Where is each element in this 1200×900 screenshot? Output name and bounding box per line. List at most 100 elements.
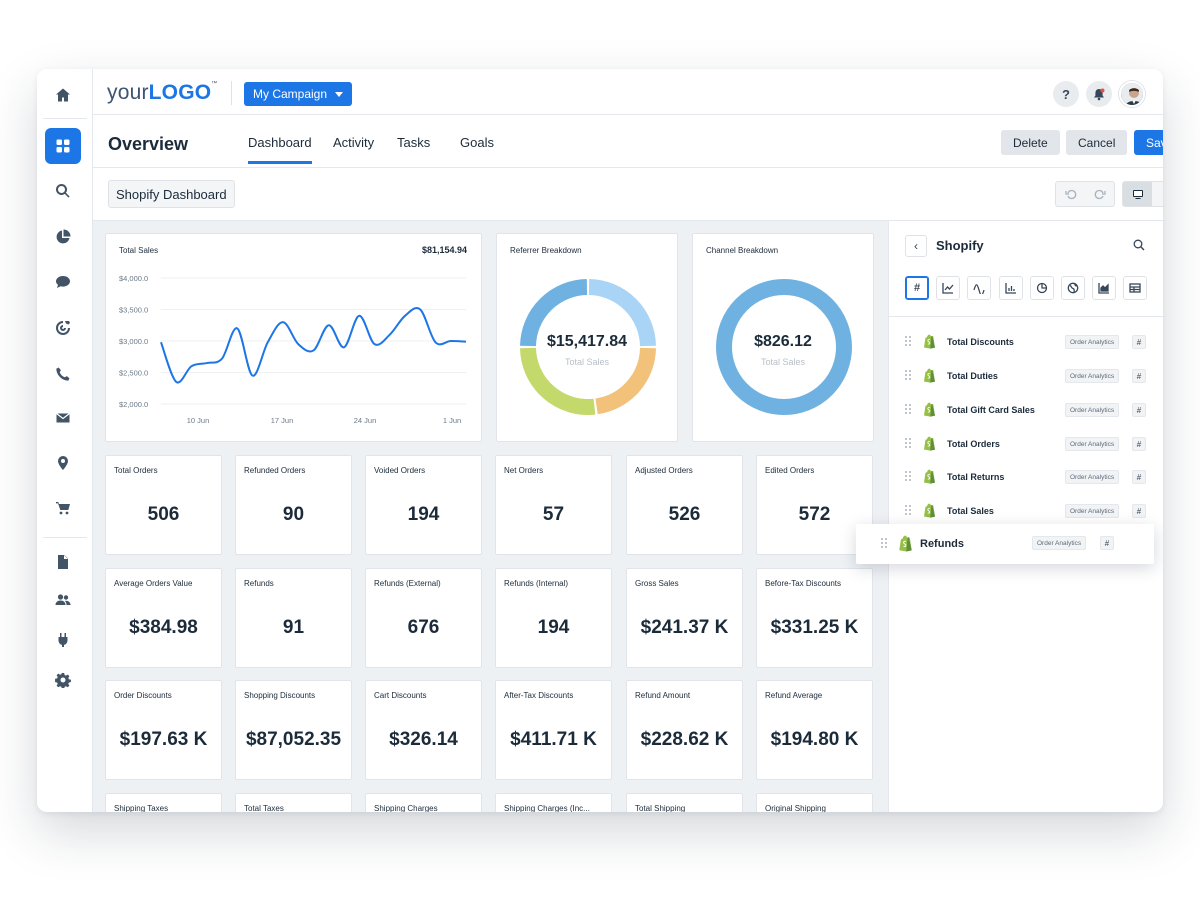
drag-handle-icon[interactable] [905,471,913,483]
line-chart-viz-button[interactable] [936,276,960,300]
bar-chart-viz-button[interactable] [999,276,1023,300]
mobile-icon[interactable] [1152,182,1163,206]
total-sales-widget[interactable]: Total Sales $81,154.94 $4,000.0 $3,500.0 $… [105,233,482,442]
delete-button[interactable]: Delete [1001,130,1060,155]
spline-viz-button[interactable] [967,276,991,300]
kpi-card[interactable]: Original Shipping [756,793,873,812]
desktop-icon[interactable] [1123,182,1152,206]
channel-breakdown-widget[interactable]: Channel Breakdown $826.12 Total Sales [692,233,874,442]
kpi-card[interactable]: Total Taxes [235,793,352,812]
kpi-value: $87,052.35 [245,729,342,750]
dashboard-name-field[interactable]: Shopify Dashboard [108,180,235,208]
brand-logo[interactable]: yourLOGO™ [107,81,218,105]
redo-icon[interactable] [1085,182,1114,206]
area-chart-viz-button[interactable] [1092,276,1116,300]
kpi-card[interactable]: Refunds 91 [235,568,352,668]
donut-slice[interactable] [716,279,852,415]
metric-name: Total Returns [947,472,1005,482]
donut-slice[interactable] [520,279,588,347]
chat-icon[interactable] [45,264,81,300]
number-viz-button[interactable]: # [905,276,929,300]
metric-type-badge: # [1132,437,1146,451]
kpi-card[interactable]: Edited Orders 572 [756,455,873,555]
kpi-value: 91 [282,617,305,638]
kpi-card[interactable]: Shipping Charges [365,793,482,812]
undo-icon[interactable] [1056,182,1085,206]
notifications-button[interactable] [1086,81,1112,107]
metric-row[interactable]: Total Gift Card Sales Order Analytics # [905,399,1150,421]
kpi-card[interactable]: Refunded Orders 90 [235,455,352,555]
search-icon[interactable] [45,173,81,209]
kpi-card[interactable]: Before-Tax Discounts $331.25 K [756,568,873,668]
drag-handle-icon[interactable] [881,538,889,550]
users-icon[interactable] [45,582,81,618]
dashboard-grid-icon[interactable] [45,128,81,164]
donut-slice[interactable] [588,279,656,347]
drag-handle-icon[interactable] [905,336,913,348]
kpi-card[interactable]: Total Orders 506 [105,455,222,555]
x-tick-label: 17 Jun [271,416,294,425]
tab-activity[interactable]: Activity [333,135,375,150]
dashboard-toolbar: Shopify Dashboard [93,168,1163,221]
location-pin-icon[interactable] [45,445,81,481]
tab-goals[interactable]: Goals [460,135,494,150]
kpi-card[interactable]: Average Orders Value $384.98 [105,568,222,668]
pie-chart-icon [1036,282,1048,294]
document-icon[interactable] [45,544,81,580]
map-viz-button[interactable] [1061,276,1085,300]
avatar[interactable] [1119,81,1145,107]
drag-handle-icon[interactable] [905,505,913,517]
cancel-button[interactable]: Cancel [1066,130,1128,155]
pie-chart-viz-button[interactable] [1030,276,1054,300]
drag-handle-icon[interactable] [905,404,913,416]
metric-row[interactable]: Total Sales Order Analytics # [905,500,1150,522]
kpi-card[interactable]: Gross Sales $241.37 K [626,568,743,668]
kpi-value: $194.80 K [770,729,859,750]
tab-tasks[interactable]: Tasks [397,135,431,150]
home-icon[interactable] [45,77,81,113]
metric-row[interactable]: Total Duties Order Analytics # [905,365,1150,387]
donut-value: $826.12 [754,333,812,350]
pie-chart-icon[interactable] [45,219,81,255]
kpi-card[interactable]: Refunds (Internal) 194 [495,568,612,668]
table-viz-button[interactable] [1123,276,1147,300]
back-button[interactable]: ‹ [905,235,927,257]
drag-handle-icon[interactable] [905,370,913,382]
kpi-card[interactable]: Total Shipping [626,793,743,812]
kpi-value: 526 [668,504,701,525]
gear-icon[interactable] [45,662,81,698]
target-icon[interactable] [45,310,81,346]
kpi-card[interactable]: Order Discounts $197.63 K [105,680,222,780]
metric-row[interactable]: Total Orders Order Analytics # [905,433,1150,455]
mail-icon[interactable] [45,400,81,436]
plug-icon[interactable] [45,622,81,658]
kpi-card[interactable]: Shopping Discounts $87,052.35 [235,680,352,780]
kpi-card[interactable]: Refund Average $194.80 K [756,680,873,780]
kpi-card[interactable]: Refunds (External) 676 [365,568,482,668]
kpi-card[interactable]: Voided Orders 194 [365,455,482,555]
search-icon[interactable] [1133,239,1145,251]
kpi-card[interactable]: Shipping Taxes [105,793,222,812]
metric-row[interactable]: Total Returns Order Analytics # [905,466,1150,488]
save-button[interactable]: Save [1134,130,1163,155]
phone-icon[interactable] [45,356,81,392]
kpi-card[interactable]: Net Orders 57 [495,455,612,555]
metric-row[interactable]: Total Discounts Order Analytics # [905,331,1150,353]
kpi-card[interactable]: After-Tax Discounts $411.71 K [495,680,612,780]
donut-slice[interactable] [520,347,596,415]
help-button[interactable]: ? [1053,81,1079,107]
y-tick-label: $3,500.0 [119,306,148,315]
kpi-card[interactable]: Shipping Charges (Inc... [495,793,612,812]
kpi-card[interactable]: Cart Discounts $326.14 [365,680,482,780]
tab-dashboard[interactable]: Dashboard [248,135,312,164]
drag-handle-icon[interactable] [905,438,913,450]
cart-icon[interactable] [45,490,81,526]
donut-slice[interactable] [595,347,656,415]
referrer-breakdown-widget[interactable]: Referrer Breakdown $15,417.84 Total Sale… [496,233,678,442]
dragging-metric-row[interactable]: Refunds Order Analytics # [856,524,1154,564]
shopify-icon [924,334,935,349]
kpi-card[interactable]: Adjusted Orders 526 [626,455,743,555]
kpi-card[interactable]: Refund Amount $228.62 K [626,680,743,780]
campaign-dropdown[interactable]: My Campaign [244,82,353,106]
chart-title: Referrer Breakdown [510,246,582,255]
